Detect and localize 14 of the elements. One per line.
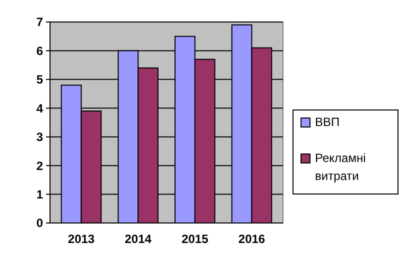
y-tick-label: 6 [36,44,44,58]
y-tick-label: 3 [36,130,44,144]
x-tick-label: 2015 [182,232,209,246]
legend-label: ВВП [315,115,340,129]
x-tick-label: 2014 [124,232,152,246]
y-tick-label: 1 [36,187,44,202]
y-tick-label: 4 [36,101,44,116]
y-tick-label: 7 [36,15,44,30]
y-tick-label: 5 [36,72,44,87]
x-tick-label: 2016 [238,232,266,246]
legend-label: Рекламні витрати [315,151,366,183]
x-tick-label: 2013 [68,232,95,246]
y-tick-label: 2 [36,158,44,173]
y-tick-label: 0 [36,216,44,230]
